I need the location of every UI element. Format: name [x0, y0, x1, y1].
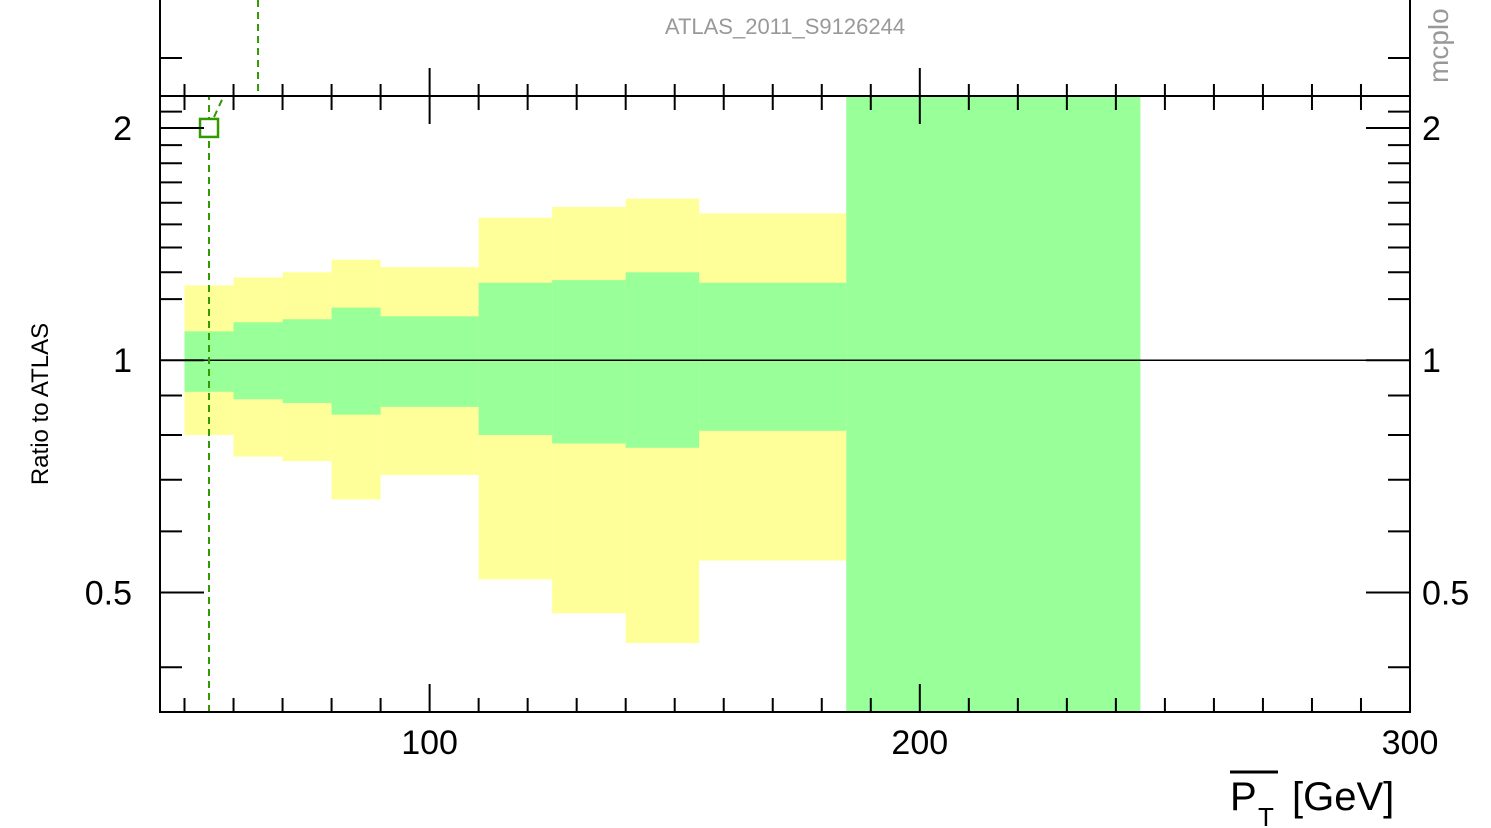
bands — [184, 96, 1141, 712]
y-tick-label-right: 0.5 — [1422, 574, 1469, 612]
band-stat-bin — [699, 282, 847, 431]
x-tick-label: 100 — [401, 724, 458, 762]
band-stat-bin — [478, 282, 553, 435]
x-tick-label: 300 — [1382, 724, 1439, 762]
y-tick-label-right: 2 — [1422, 110, 1441, 148]
plot-title: ATLAS_2011_S9126244 — [665, 14, 905, 39]
x-tick-labels: 100 200 300 — [401, 724, 1438, 762]
band-stat-bin — [846, 96, 1141, 712]
y-tick-labels: 0.5 0.5 1 1 2 2 — [85, 110, 1470, 613]
band-stat-bin — [331, 307, 381, 415]
x-axis-label-unit: [GeV] — [1292, 775, 1394, 819]
x-axis-label: P T [GeV] — [1230, 770, 1394, 828]
band-stat-bin — [282, 319, 332, 404]
plot-frame — [159, 95, 1411, 713]
side-text: mcplo — [1423, 8, 1454, 83]
band-stat-bin — [552, 280, 626, 444]
x-tick-label: 200 — [891, 724, 948, 762]
y-axis-label: Ratio to ATLAS — [27, 323, 54, 485]
axis-ticks — [160, 68, 1411, 712]
y-tick-label-left: 2 — [113, 110, 132, 148]
band-stat-bin — [380, 316, 479, 407]
y-tick-label-left: 0.5 — [85, 574, 132, 612]
x-axis-label-main: P — [1230, 775, 1257, 819]
y-tick-label-right: 1 — [1422, 342, 1441, 380]
upper-panel: ATLAS_2011_S9126244 mcplo — [159, 0, 1454, 97]
x-axis-label-subscript: T — [1258, 802, 1274, 828]
y-tick-label-left: 1 — [113, 342, 132, 380]
